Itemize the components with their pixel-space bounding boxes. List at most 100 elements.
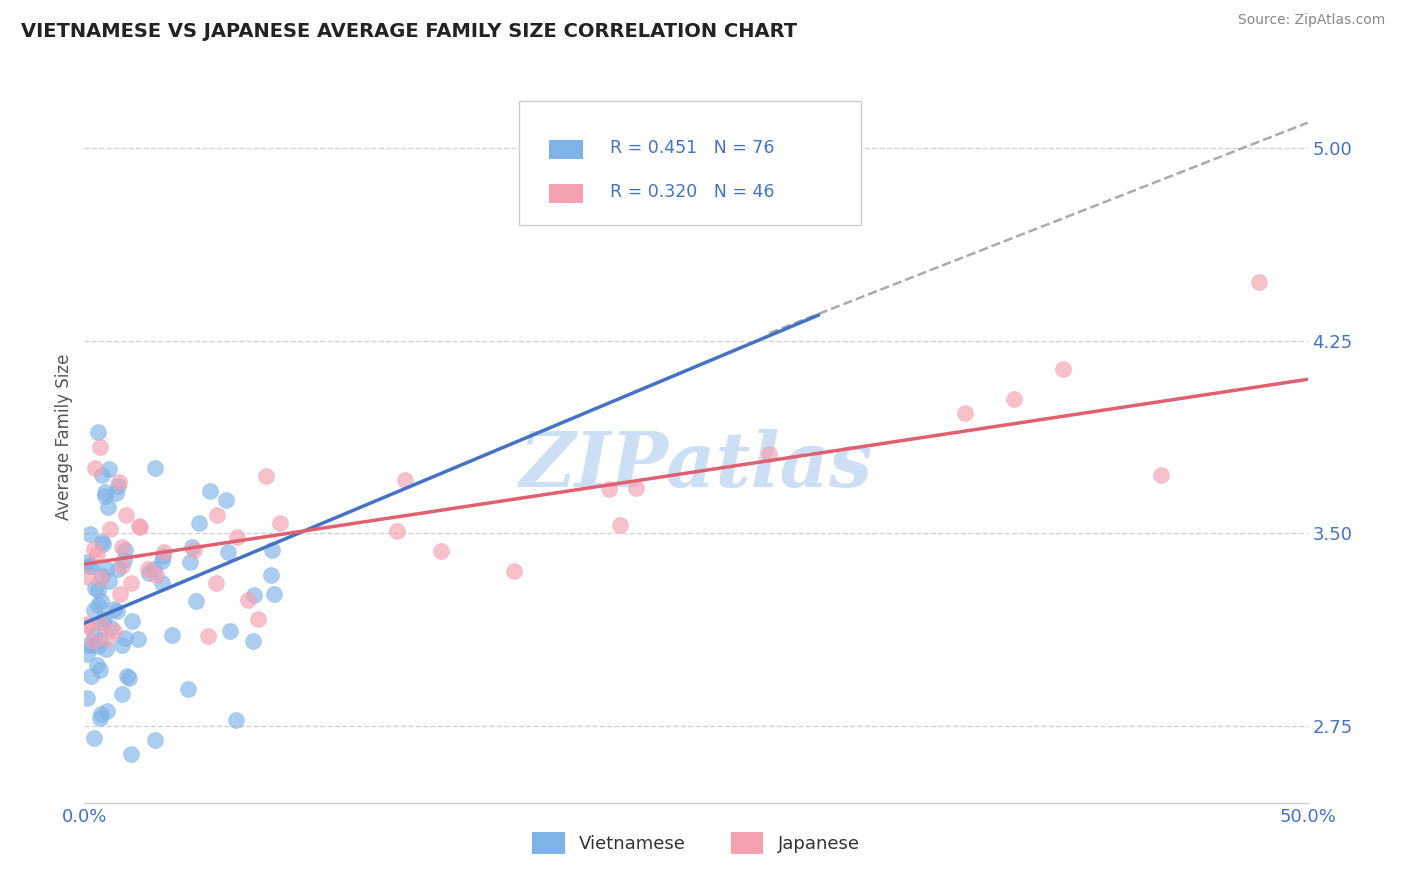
Vietnamese [77, 559, 100, 574]
Japanese [953, 406, 976, 420]
Vietnamese [111, 687, 134, 701]
Vietnamese [83, 603, 105, 617]
Vietnamese [84, 581, 107, 595]
Japanese [205, 575, 228, 590]
Japanese [96, 632, 118, 647]
Vietnamese [76, 638, 98, 652]
Vietnamese [94, 562, 117, 576]
Japanese [394, 473, 416, 487]
Japanese [76, 619, 98, 633]
Vietnamese [89, 663, 111, 677]
Vietnamese [150, 554, 173, 568]
Japanese [115, 508, 138, 522]
Vietnamese [117, 669, 139, 683]
Japanese [152, 545, 174, 559]
Vietnamese [94, 484, 117, 499]
Japanese [429, 544, 451, 558]
Japanese [108, 587, 131, 601]
Japanese [598, 482, 620, 496]
Vietnamese [91, 467, 114, 482]
Vietnamese [83, 628, 105, 642]
Japanese [111, 559, 134, 574]
Vietnamese [80, 559, 103, 574]
Vietnamese [181, 541, 204, 555]
Japanese [502, 564, 524, 578]
Japanese [111, 541, 134, 555]
Vietnamese [162, 628, 184, 642]
Vietnamese [263, 587, 285, 601]
Japanese [1002, 392, 1025, 406]
Vietnamese [93, 612, 115, 626]
FancyBboxPatch shape [519, 101, 860, 225]
Vietnamese [121, 614, 143, 628]
Vietnamese [118, 671, 141, 685]
Japanese [76, 617, 98, 632]
Vietnamese [107, 478, 129, 492]
Japanese [108, 475, 131, 489]
Vietnamese [260, 567, 283, 582]
Vietnamese [114, 632, 136, 646]
Vietnamese [114, 543, 136, 558]
Vietnamese [87, 639, 110, 653]
Vietnamese [97, 500, 120, 514]
Japanese [83, 542, 105, 557]
Vietnamese [187, 516, 209, 530]
Vietnamese [80, 668, 103, 682]
Vietnamese [138, 566, 160, 580]
Vietnamese [105, 603, 128, 617]
Text: VIETNAMESE VS JAPANESE AVERAGE FAMILY SIZE CORRELATION CHART: VIETNAMESE VS JAPANESE AVERAGE FAMILY SI… [21, 22, 797, 41]
Vietnamese [96, 704, 118, 718]
Japanese [197, 629, 219, 643]
Vietnamese [87, 425, 110, 439]
Legend: Vietnamese, Japanese: Vietnamese, Japanese [523, 823, 869, 863]
Vietnamese [111, 638, 134, 652]
Vietnamese [150, 576, 173, 591]
Vietnamese [90, 707, 112, 722]
Japanese [624, 481, 647, 495]
Vietnamese [90, 594, 112, 608]
Vietnamese [79, 527, 101, 541]
Japanese [103, 624, 125, 638]
Japanese [758, 447, 780, 461]
Japanese [136, 562, 159, 576]
Vietnamese [179, 555, 201, 569]
Japanese [90, 571, 112, 585]
Vietnamese [93, 490, 115, 504]
Japanese [1247, 275, 1270, 289]
Y-axis label: Average Family Size: Average Family Size [55, 354, 73, 520]
Japanese [120, 575, 142, 590]
Vietnamese [93, 537, 115, 551]
FancyBboxPatch shape [550, 140, 583, 159]
FancyBboxPatch shape [550, 184, 583, 203]
Vietnamese [120, 747, 142, 761]
Japanese [76, 570, 98, 584]
Japanese [128, 520, 150, 534]
Vietnamese [225, 713, 247, 727]
Vietnamese [87, 598, 110, 612]
Japanese [86, 547, 108, 561]
Text: ZIPatlas: ZIPatlas [519, 429, 873, 503]
Vietnamese [91, 568, 114, 582]
Japanese [89, 440, 111, 454]
Japanese [236, 592, 259, 607]
Vietnamese [217, 545, 239, 559]
Vietnamese [143, 732, 166, 747]
Text: R = 0.320   N = 46: R = 0.320 N = 46 [610, 183, 775, 201]
Japanese [1052, 361, 1074, 376]
Japanese [90, 617, 112, 632]
Vietnamese [87, 582, 110, 597]
Vietnamese [80, 638, 103, 652]
Vietnamese [94, 642, 117, 657]
Vietnamese [76, 647, 98, 661]
Text: R = 0.451   N = 76: R = 0.451 N = 76 [610, 139, 775, 157]
Vietnamese [186, 594, 208, 608]
Vietnamese [86, 657, 108, 672]
Japanese [128, 519, 150, 533]
Japanese [247, 611, 270, 625]
Vietnamese [91, 535, 114, 549]
Vietnamese [200, 484, 222, 499]
Vietnamese [262, 543, 284, 558]
Vietnamese [98, 462, 121, 476]
Text: Source: ZipAtlas.com: Source: ZipAtlas.com [1237, 13, 1385, 28]
Japanese [183, 543, 205, 558]
